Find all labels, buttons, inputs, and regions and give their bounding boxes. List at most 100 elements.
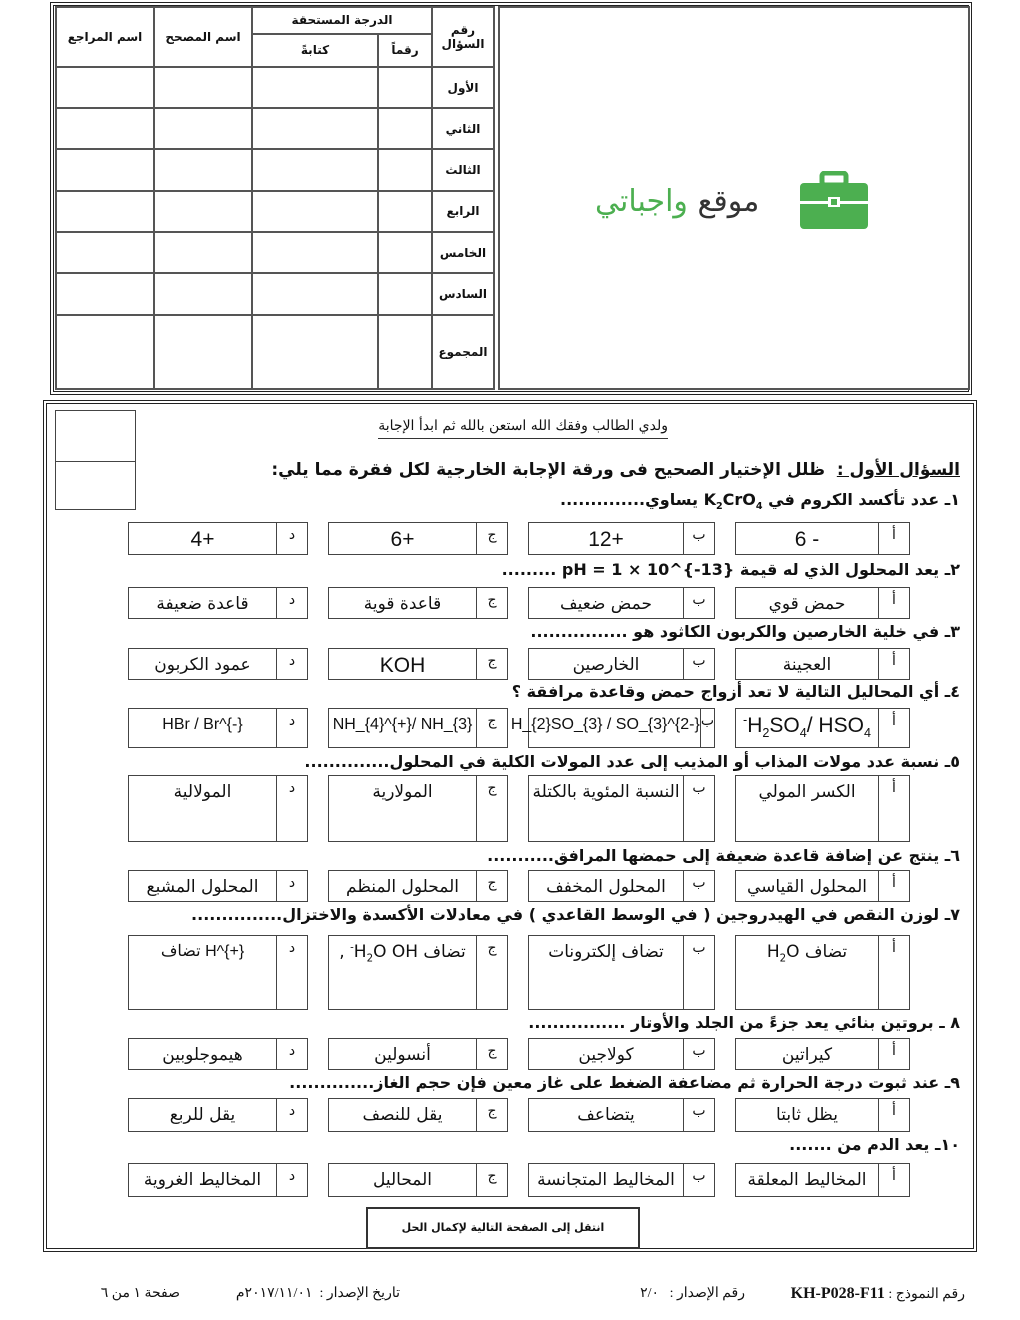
option-4[interactable]: د المخاليط الغروية [128,1163,308,1197]
option-3[interactable]: ج KOH [328,648,508,680]
option-2[interactable]: ب +12 [528,522,715,555]
grade-cell[interactable] [153,107,253,151]
option-4[interactable]: د يقل للربع [128,1098,308,1132]
grade-cell[interactable] [251,189,379,234]
option-text: يقل للربع [169,1105,236,1125]
option-text: KOH [379,654,426,677]
option-1[interactable]: أ العجينة [735,648,910,680]
option-2[interactable]: ب الخارصين [528,648,715,680]
grade-cell[interactable] [153,231,253,275]
option-letter: ج [476,1099,507,1131]
issue-date: تاريخ الإصدار : ٢٠١٧/١١/٠١م [235,1286,400,1301]
option-1[interactable]: أ الكسر المولي [735,775,910,842]
option-letter: د [276,1039,307,1069]
option-2[interactable]: ب H_{2}SO_{3} / SO_{3}^{2-} [511,708,715,748]
option-4[interactable]: د المولالية [128,775,308,842]
option-letter: أ [878,1164,909,1196]
option-1[interactable]: أ كيراتين [735,1038,910,1070]
grade-cell[interactable] [251,107,379,151]
option-4[interactable]: د المحلول المشبع [128,870,308,902]
option-letter: ج [476,649,507,679]
option-text: +4 [190,528,215,551]
grade-cell[interactable] [55,272,155,316]
option-letter: د [276,1099,307,1131]
option-letter: ب [683,649,714,679]
option-3[interactable]: ج أنسولين [328,1038,508,1070]
option-text: المولالية [173,782,232,802]
grade-cell[interactable] [377,107,433,151]
grade-cell[interactable] [153,189,253,234]
option-4[interactable]: د HBr / Br^{-} [128,708,308,748]
grade-cell[interactable] [153,313,253,391]
option-letter: أ [878,776,909,841]
option-3[interactable]: ج قاعدة قوية [328,587,508,619]
grade-cell[interactable] [377,189,433,234]
question-text: ٧ـ لوزن النقص في الهيدروجين ( في الوسط ا… [191,905,960,924]
option-4[interactable]: د قاعدة ضعيفة [128,587,308,619]
grade-cell[interactable] [377,231,433,275]
option-4[interactable]: د +4 [128,522,308,555]
option-3[interactable]: ج المحلول المنظم [328,870,508,902]
option-3[interactable]: ج NH_{4}^{+}/ NH_{3} [328,708,508,748]
grade-cell[interactable] [377,313,433,391]
grade-cell[interactable] [377,65,433,110]
option-3[interactable]: ج يقل للنصف [328,1098,508,1132]
option-3[interactable]: ج المحاليل [328,1163,508,1197]
option-1[interactable]: أ يظل ثابتا [735,1098,910,1132]
logo-panel: موقع واجباتي [498,6,970,390]
grade-cell[interactable] [55,65,155,110]
next-page-note: انتقل إلى الصفحة التالية لإكمال الحل [366,1207,640,1249]
option-1[interactable]: أ حمض قوي [735,587,910,619]
option-letter: د [276,523,307,554]
grade-cell[interactable] [153,272,253,316]
question-text: ٩ـ عند ثبوت درجة الحرارة ثم مضاعفة الضغط… [289,1073,960,1092]
grade-cell[interactable] [55,231,155,275]
option-1[interactable]: أ H2SO4/ HSO4- [735,708,910,748]
grade-cell[interactable] [55,313,155,391]
option-text: يتضاعف [577,1105,635,1125]
question-text: ١٠ـ يعد الدم من ....... [789,1135,960,1154]
option-text: المحلول المخفف [546,877,666,897]
option-1[interactable]: أ - 6 [735,522,910,555]
words-header: كتابةً [251,32,379,68]
option-letter: أ [878,649,909,679]
grade-cell[interactable] [55,189,155,234]
option-4[interactable]: د هيموجلوبين [128,1038,308,1070]
option-text: كولاجين [578,1045,634,1065]
option-4[interactable]: د تضاف H^{+} [128,935,308,1010]
option-2[interactable]: ب النسبة المئوية بالكتلة [528,775,715,842]
grade-cell[interactable] [377,148,433,192]
option-2[interactable]: ب المحلول المخفف [528,870,715,902]
option-3[interactable]: ج تضاف H2O OH- , [328,935,508,1010]
grade-cell[interactable] [377,272,433,316]
option-1[interactable]: أ المحلول القياسي [735,870,910,902]
grade-cell[interactable] [251,272,379,316]
option-text: يقل للنصف [362,1105,443,1125]
grade-row: الخامس [55,231,495,275]
option-2[interactable]: ب حمض ضعيف [528,587,715,619]
corrector-header: اسم المصحح [153,6,253,68]
option-text: المحلول المنظم [346,877,459,897]
question-text: ٣ـ في خلية الخارصين والكربون الكاثود هو … [530,622,960,641]
grade-cell[interactable] [55,107,155,151]
grade-cell[interactable] [251,65,379,110]
grade-cell[interactable] [153,65,253,110]
option-text: H2SO4/ HSO4- [743,713,871,741]
option-text: النسبة المئوية بالكتلة [532,782,680,802]
grade-cell[interactable] [153,148,253,192]
grade-cell[interactable] [251,231,379,275]
option-4[interactable]: د عمود الكربون [128,648,308,680]
question-text: ٥ـ نسبة عدد مولات المذاب أو المذيب إلى ع… [304,752,960,771]
grade-cell[interactable] [251,148,379,192]
option-2[interactable]: ب كولاجين [528,1038,715,1070]
option-1[interactable]: أ المخاليط المعلقة [735,1163,910,1197]
option-2[interactable]: ب يتضاعف [528,1098,715,1132]
option-1[interactable]: أ تضاف H2O [735,935,910,1010]
option-3[interactable]: ج +6 [328,522,508,555]
grade-cell[interactable] [55,148,155,192]
grade-cell[interactable] [251,313,379,391]
option-2[interactable]: ب المخاليط المتجانسة [528,1163,715,1197]
option-3[interactable]: ج المولارية [328,775,508,842]
option-text: هيموجلوبين [162,1045,243,1065]
option-2[interactable]: ب تضاف إلكترونات [528,935,715,1010]
